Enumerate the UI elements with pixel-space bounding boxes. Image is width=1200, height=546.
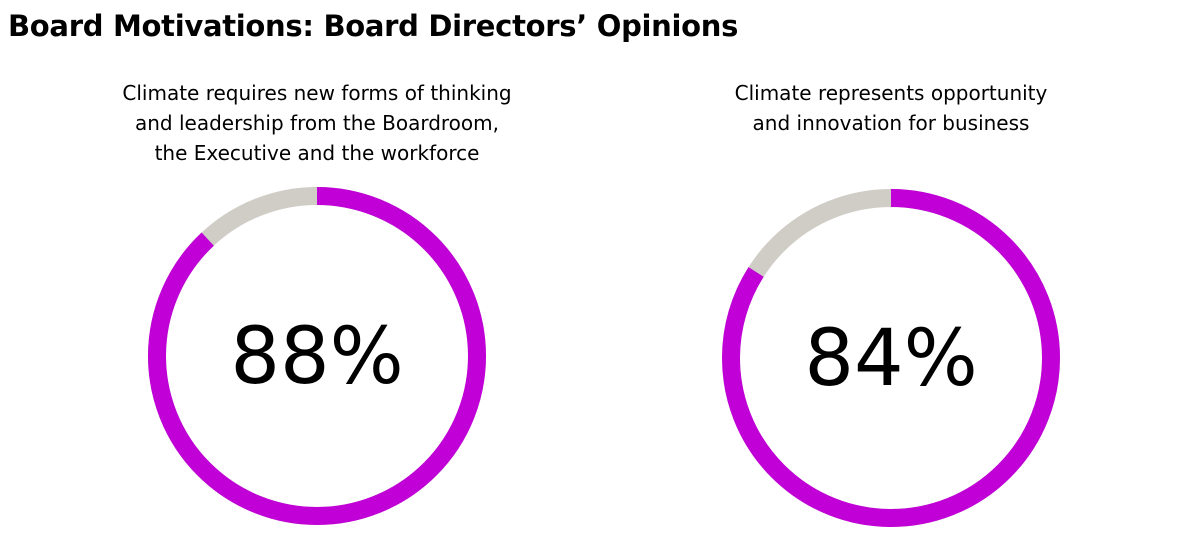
chart-title: Climate requires new forms of thinking a… [122,81,512,165]
donut-chart: 84% [722,189,1060,527]
donut-value-arc [148,187,486,525]
page-title: Board Motivations: Board Directors’ Opin… [8,9,739,43]
donut-value-arc [722,189,1060,527]
donut-value-label: 88% [230,312,403,402]
donut-chart: 88% [148,187,486,525]
donut-value-label: 84% [804,314,977,404]
chart-title: Climate represents opportunity and innov… [734,81,1048,135]
